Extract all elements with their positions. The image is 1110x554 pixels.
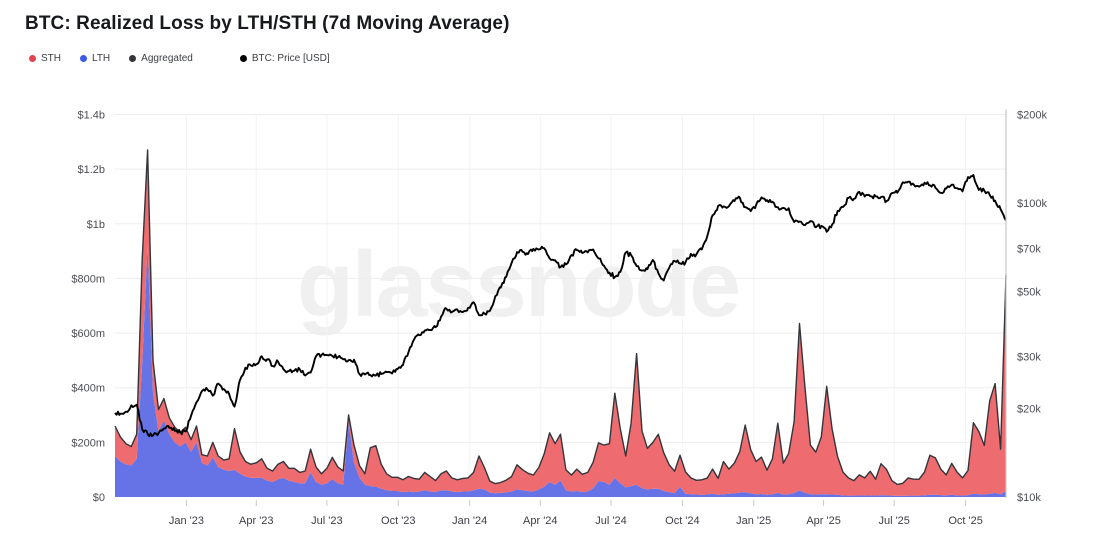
y-left-tick-label: $1.4b — [77, 110, 105, 122]
x-tick-label: Jan '23 — [169, 515, 204, 527]
y-right-tick-label: $100k — [1017, 198, 1047, 210]
x-tick-label: Jul '25 — [878, 515, 909, 527]
x-tick-label: Apr '25 — [806, 515, 841, 527]
legend-item-sth[interactable]: STH — [29, 53, 61, 64]
y-axis-right-labels: $10k $20k $30k $50k $70k $100k $200k — [1017, 110, 1047, 505]
legend-label: STH — [41, 53, 61, 64]
plot-area[interactable] — [115, 115, 1006, 498]
legend-item-lth[interactable]: LTH — [80, 53, 110, 64]
y-left-tick-label: $600m — [71, 328, 105, 340]
x-tick-label: Apr '23 — [239, 515, 274, 527]
x-tick-label: Oct '23 — [381, 515, 416, 527]
loss-area-sth — [115, 150, 1006, 496]
x-tick-label: Jul '23 — [311, 515, 342, 527]
legend: STH LTH Aggregated BTC: Price [USD] — [29, 53, 330, 64]
y-right-tick-label: $20k — [1017, 404, 1041, 416]
x-tick-label: Apr '24 — [523, 515, 558, 527]
legend-item-aggregated[interactable]: Aggregated — [129, 53, 193, 64]
x-tick-label: Jan '24 — [452, 515, 487, 527]
aggregated-line — [114, 149, 1007, 486]
legend-dot — [29, 55, 36, 62]
legend-label: LTH — [92, 53, 111, 64]
x-tick-label: Oct '25 — [948, 515, 983, 527]
legend-dot — [129, 55, 137, 62]
y-left-tick-label: $800m — [71, 273, 105, 285]
y-right-tick-label: $50k — [1017, 287, 1041, 299]
chart-title: BTC: Realized Loss by LTH/STH (7d Moving… — [25, 13, 510, 34]
legend-label: Aggregated — [141, 53, 193, 64]
y-right-tick-label: $70k — [1017, 244, 1041, 256]
gridlines — [115, 114, 1006, 497]
y-left-tick-label: $1b — [87, 219, 105, 231]
legend-dot — [239, 55, 247, 62]
y-right-tick-label: $10k — [1017, 492, 1041, 504]
y-right-tick-label: $30k — [1017, 352, 1041, 364]
y-left-tick-label: $400m — [71, 383, 105, 395]
y-left-tick-label: $1.2b — [77, 164, 105, 176]
legend-label: BTC: Price [USD] — [251, 53, 330, 64]
y-right-tick-label: $200k — [1017, 110, 1047, 122]
legend-item-btc-price-usd[interactable]: BTC: Price [USD] — [239, 53, 330, 64]
legend-dot — [80, 55, 87, 62]
x-tick-label: Jul '24 — [595, 515, 626, 527]
x-tick-label: Jan '25 — [736, 515, 771, 527]
loss-area-lth — [115, 245, 1006, 497]
x-axis-labels: Jan '23 Apr '23 Jul '23 Oct '23 Jan '24 Apr '… — [169, 500, 983, 527]
y-left-tick-label: $200m — [71, 437, 105, 449]
x-tick-label: Oct '24 — [665, 515, 700, 527]
btc-price-line — [114, 174, 1007, 438]
y-left-tick-label: $0 — [93, 492, 105, 504]
y-axis-left-labels: $0 $200m $400m $600m $800m $1b $1.2b $1.4b — [71, 110, 105, 505]
